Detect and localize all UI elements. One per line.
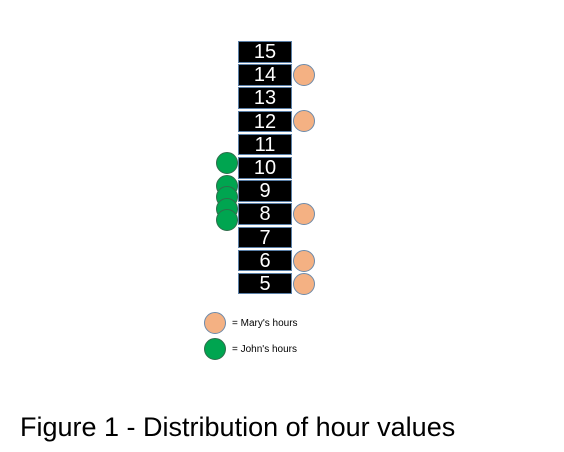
scale-cell-7: 7: [238, 226, 292, 249]
john-hour-dot: [216, 151, 238, 174]
mary-hour-dot: [293, 249, 315, 272]
john-hour-dot: [216, 209, 238, 232]
scale-cell-6: 6: [238, 249, 292, 272]
hour-scale: 15 14 13 12 11 10 9 8 7 6 5: [238, 41, 292, 296]
scale-cell-13: 13: [238, 87, 292, 109]
mary-legend-dot: [204, 312, 226, 334]
scale-cell-8: 8: [238, 203, 292, 225]
scale-cell-11: 11: [238, 133, 292, 156]
figure-caption: Figure 1 - Distribution of hour values: [20, 412, 456, 442]
scale-cell-14: 14: [238, 64, 292, 86]
scale-cell-12: 12: [238, 110, 292, 133]
legend-mary: = Mary's hours: [204, 312, 298, 334]
scale-cell-9: 9: [238, 180, 292, 202]
john-legend-label: = John's hours: [232, 343, 298, 355]
mary-hour-dot: [293, 272, 315, 295]
mary-hour-dot: [293, 110, 315, 133]
mary-hour-dot: [293, 203, 315, 226]
mary-legend-label: = Mary's hours: [232, 317, 298, 329]
john-legend-dot: [204, 338, 226, 360]
scale-cell-5: 5: [238, 272, 292, 295]
mary-hour-dot: [293, 64, 315, 86]
scale-cell-10: 10: [238, 156, 292, 179]
legend-john: = John's hours: [204, 338, 297, 360]
scale-cell-15: 15: [238, 41, 292, 63]
